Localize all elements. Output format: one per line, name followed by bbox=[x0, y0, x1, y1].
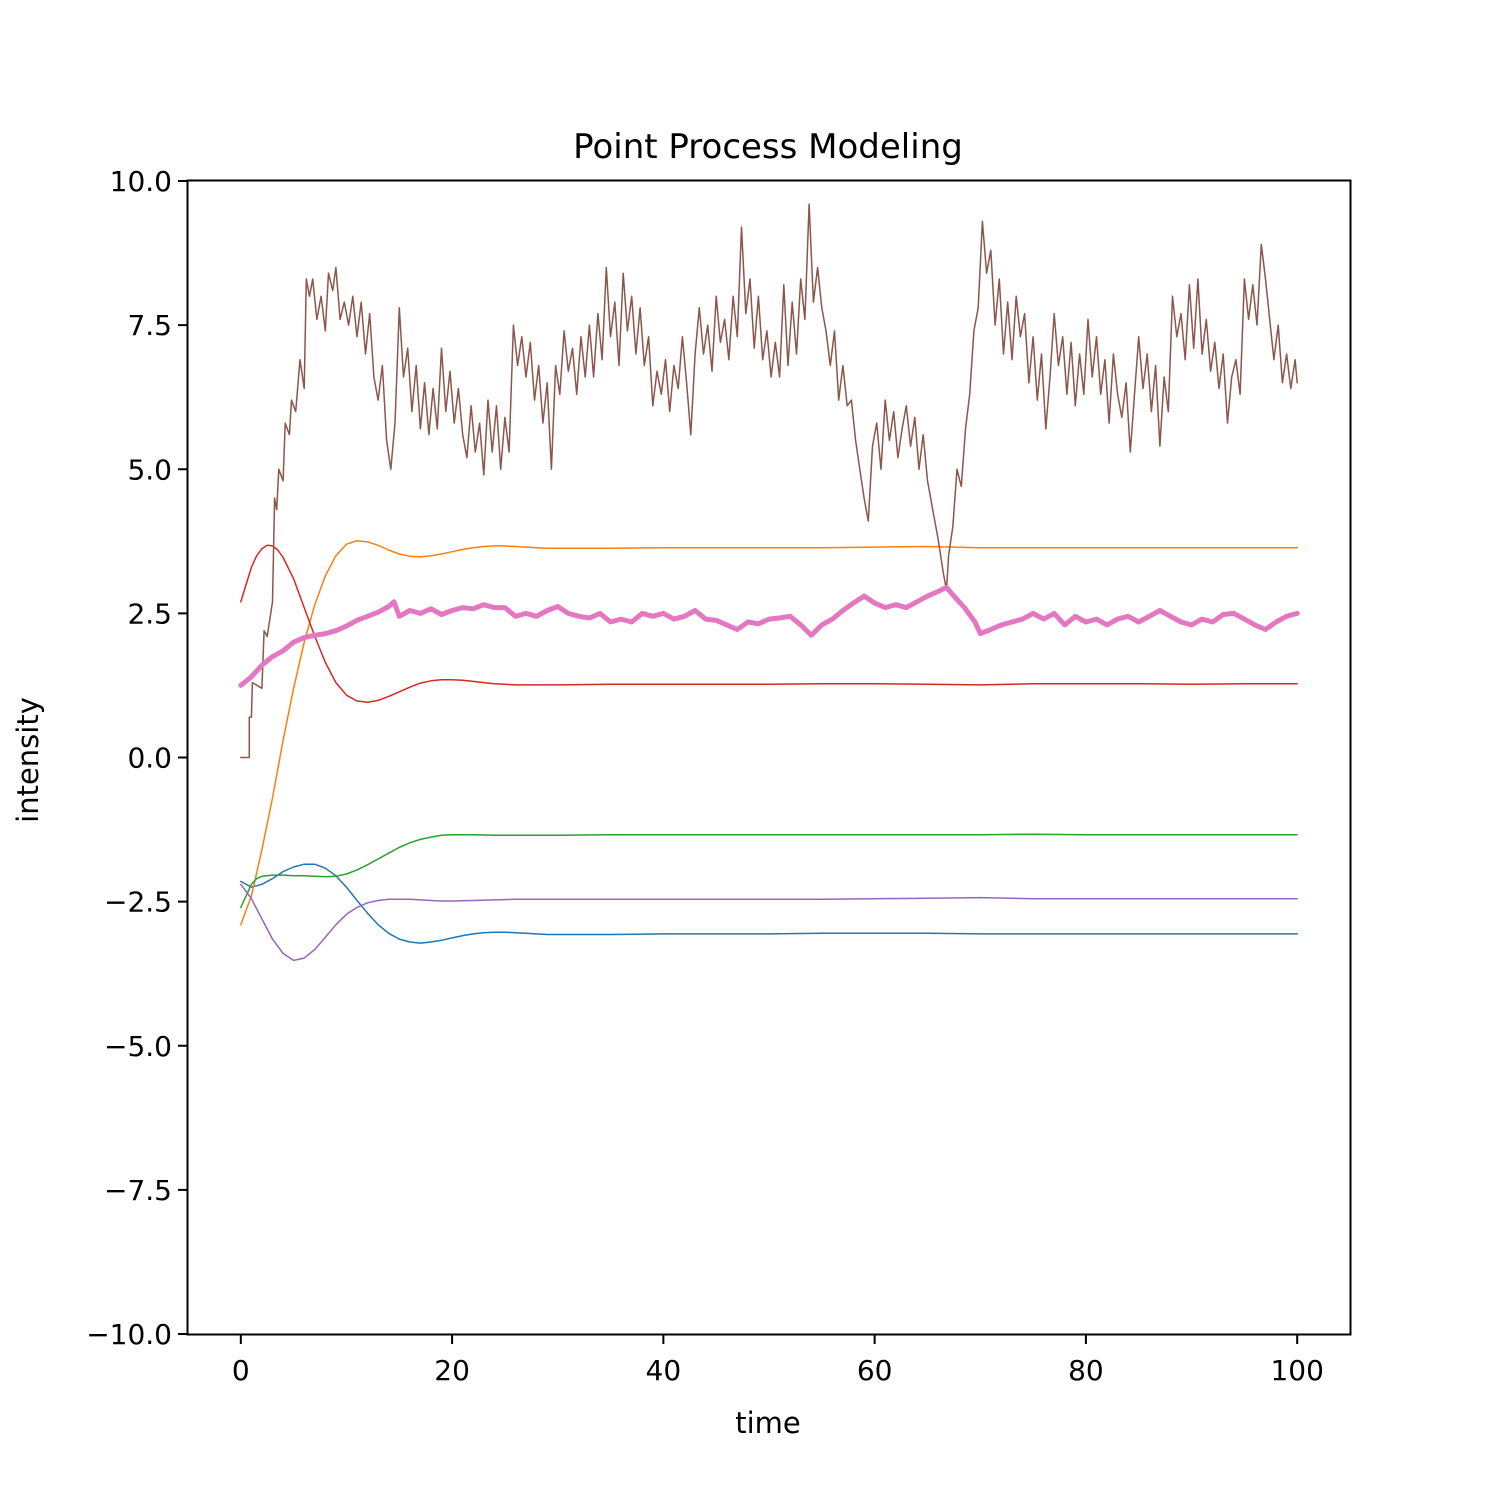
series-line-4 bbox=[240, 883, 1298, 962]
x-tick-label: 40 bbox=[646, 1354, 682, 1387]
series-line-5 bbox=[240, 203, 1298, 759]
chart-title: Point Process Modeling bbox=[573, 127, 963, 167]
x-tick-label: 20 bbox=[434, 1354, 470, 1387]
plot-frame bbox=[186, 179, 1352, 1336]
x-tick-label: 0 bbox=[232, 1354, 250, 1387]
y-tick-label: 2.5 bbox=[127, 597, 172, 630]
series-line-6 bbox=[238, 584, 1300, 688]
series-line-1 bbox=[240, 539, 1298, 926]
series-line-2 bbox=[240, 833, 1298, 909]
y-tick-label: −7.5 bbox=[104, 1174, 172, 1207]
series-line-0 bbox=[240, 863, 1298, 944]
y-tick-label: 0.0 bbox=[127, 742, 172, 775]
y-tick-label: −2.5 bbox=[104, 886, 172, 919]
y-axis-label: intensity bbox=[11, 697, 45, 823]
y-tick-label: −5.0 bbox=[104, 1030, 172, 1063]
y-tick-label: 5.0 bbox=[127, 453, 172, 486]
y-tick-label: 10.0 bbox=[110, 165, 172, 198]
y-tick-label: 7.5 bbox=[127, 309, 172, 342]
x-tick-label: 100 bbox=[1270, 1354, 1323, 1387]
axis-ticks: 0 20 40 60 80 100 −10.0 −7.5 −5.0 −2.5 0.0 2.5 5.0 7.… bbox=[86, 165, 1324, 1387]
x-axis-label: time bbox=[735, 1406, 801, 1440]
x-tick-label: 60 bbox=[857, 1354, 893, 1387]
y-tick-label: −10.0 bbox=[86, 1318, 172, 1351]
series-line-3 bbox=[240, 544, 1298, 703]
x-tick-label: 80 bbox=[1068, 1354, 1104, 1387]
